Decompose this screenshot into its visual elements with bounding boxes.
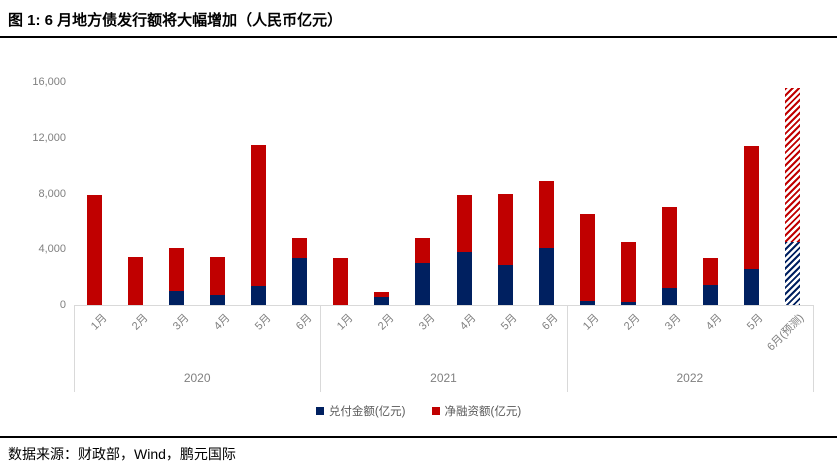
redemption-segment: [251, 285, 267, 305]
legend: 兑付金额(亿元) 净融资额(亿元): [0, 403, 837, 419]
legend-label: 净融资额(亿元): [444, 406, 522, 418]
stacked-bar: [87, 194, 103, 305]
stacked-bar: [661, 207, 677, 305]
redemption-segment: [579, 300, 595, 305]
net-financing-segment: [456, 194, 472, 253]
redemption-segment: [210, 295, 226, 305]
net-financing-segment: [702, 257, 718, 286]
net-financing-segment: [415, 238, 431, 264]
net-financing-segment: [292, 238, 308, 258]
year-group-separator: [566, 305, 568, 392]
stacked-bar: [292, 238, 308, 305]
net-financing-segment: [210, 256, 226, 296]
figure-title: 图 1: 6 月地方债发行额将大幅增加（人民币亿元）: [8, 12, 343, 29]
net-financing-segment: [497, 193, 513, 265]
chart-area: 0 4,000 8,000 12,000 16,000 1月 2月 3月 4月 5月 6月 2020 1…: [0, 38, 837, 436]
title-divider: [0, 36, 837, 38]
net-financing-segment: [579, 214, 595, 301]
y-axis-tick-label: 12,000: [32, 131, 66, 144]
year-group-separator: [320, 305, 322, 392]
y-axis-tick-label: 16,000: [32, 76, 66, 88]
legend-item: 净融资额(亿元): [431, 403, 522, 419]
stacked-bar: [210, 256, 226, 305]
stacked-bar: [251, 144, 267, 305]
stacked-bar: [579, 214, 595, 305]
footer-divider: [0, 436, 837, 438]
redemption-segment: [169, 291, 185, 305]
redemption-segment: [497, 264, 513, 305]
net-financing-segment: [661, 207, 677, 289]
year-label: 2021: [430, 371, 457, 385]
stacked-bar: [702, 257, 718, 305]
stacked-bar: [374, 292, 390, 305]
legend-swatch-icon: [315, 407, 324, 415]
net-financing-segment: [743, 146, 759, 269]
redemption-segment: [661, 288, 677, 305]
stacked-bar: [743, 146, 759, 305]
stacked-bar: [497, 193, 513, 305]
year-group-separator: [74, 305, 75, 392]
net-financing-segment: [169, 247, 185, 292]
stacked-bar: [128, 256, 144, 305]
year-label: 2020: [183, 371, 211, 385]
stacked-bar: [169, 247, 185, 305]
legend-item: 兑付金额(亿元): [315, 403, 406, 419]
year-label: 2022: [676, 371, 704, 385]
redemption-segment: [743, 268, 759, 305]
y-axis-tick-label: 4,000: [38, 243, 66, 256]
y-axis-tick-label: 0: [59, 299, 66, 311]
net-financing-segment: [333, 257, 349, 305]
redemption-segment: [374, 296, 390, 305]
stacked-bar: [620, 242, 636, 305]
data-source: 数据来源：财政部，Wind，鹏元国际: [8, 446, 236, 462]
y-axis-tick-label: 8,000: [38, 187, 66, 200]
redemption-segment: [784, 242, 800, 305]
redemption-segment: [415, 263, 431, 305]
stacked-bar: [333, 257, 349, 305]
year-group-separator: [813, 305, 814, 392]
net-financing-segment: [374, 292, 390, 297]
net-financing-segment: [538, 180, 554, 248]
legend-label: 兑付金额(亿元): [328, 406, 406, 418]
net-financing-segment: [128, 256, 144, 305]
redemption-segment: [292, 257, 308, 305]
stacked-bar: [538, 180, 554, 305]
redemption-segment: [538, 247, 554, 305]
net-financing-segment: [251, 144, 267, 286]
redemption-segment: [456, 252, 472, 305]
net-financing-segment: [784, 87, 800, 243]
legend-swatch-icon: [431, 407, 440, 415]
stacked-bar: [456, 194, 472, 305]
forecast-bar: [784, 87, 800, 305]
redemption-segment: [620, 302, 636, 305]
net-financing-segment: [87, 194, 103, 305]
net-financing-segment: [620, 242, 636, 303]
redemption-segment: [702, 285, 718, 305]
x-axis-line: [74, 305, 813, 306]
stacked-bar: [415, 238, 431, 305]
